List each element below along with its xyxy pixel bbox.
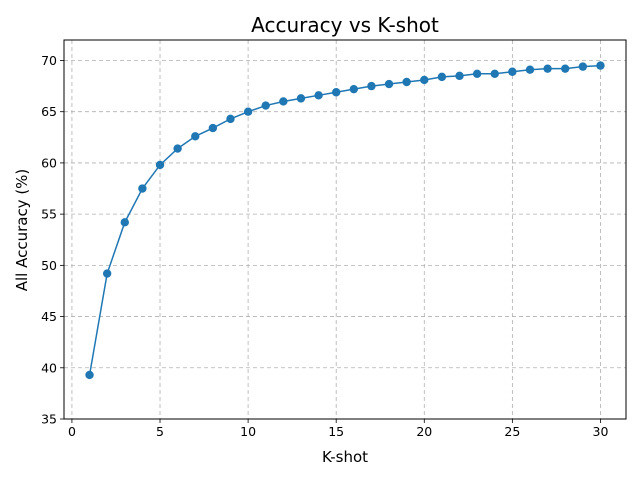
- data-point: [578, 62, 588, 71]
- plot-area-frame: [63, 39, 627, 420]
- x-tick-label: 20: [416, 424, 432, 439]
- data-point: [525, 65, 535, 74]
- data-point: [596, 61, 605, 70]
- data-point: [208, 123, 218, 133]
- data-series: [85, 61, 605, 380]
- data-point: [173, 144, 182, 153]
- grid-lines: [64, 40, 626, 420]
- x-tick-label: 5: [156, 424, 164, 439]
- y-tick-label: 35: [41, 412, 57, 427]
- data-point: [120, 218, 129, 227]
- y-tick-label: 65: [41, 104, 57, 119]
- data-point: [367, 81, 376, 91]
- data-point: [331, 88, 341, 97]
- x-tick-label: 15: [328, 424, 344, 439]
- chart-title: Accuracy vs K-shot: [251, 13, 439, 37]
- data-point: [420, 75, 429, 85]
- y-tick-label: 60: [41, 155, 57, 170]
- data-point: [243, 107, 253, 116]
- data-point: [561, 64, 570, 73]
- data-point: [437, 72, 447, 82]
- data-point: [455, 71, 464, 81]
- data-point: [472, 69, 482, 79]
- x-tick-label: 10: [240, 424, 256, 439]
- x-tick-label: 0: [68, 424, 76, 439]
- y-axis-label: All Accuracy (%): [13, 169, 31, 292]
- data-point: [138, 184, 147, 193]
- data-point: [102, 269, 112, 278]
- data-point: [314, 91, 323, 100]
- x-tick-label: 25: [504, 424, 520, 439]
- data-point: [155, 160, 165, 170]
- data-point: [543, 64, 552, 73]
- data-point: [191, 132, 200, 141]
- data-point: [402, 77, 411, 87]
- y-tick-label: 70: [41, 53, 57, 68]
- data-point: [349, 84, 359, 94]
- axis-ticks: 0 5 10 15 20 25 30 35 40 45 50 55 60 65 70: [41, 53, 608, 439]
- x-tick-label: 30: [593, 424, 609, 439]
- data-point: [226, 114, 235, 124]
- y-tick-label: 45: [41, 309, 57, 324]
- y-tick-label: 55: [41, 207, 57, 222]
- data-point: [384, 79, 394, 89]
- data-point: [508, 67, 517, 76]
- y-tick-label: 40: [41, 360, 57, 375]
- y-tick-label: 50: [41, 258, 57, 273]
- data-point: [279, 97, 288, 106]
- data-point: [261, 101, 270, 110]
- data-point: [85, 370, 94, 380]
- data-point: [490, 69, 499, 79]
- x-axis-label: K-shot: [322, 448, 368, 466]
- data-point: [296, 94, 306, 103]
